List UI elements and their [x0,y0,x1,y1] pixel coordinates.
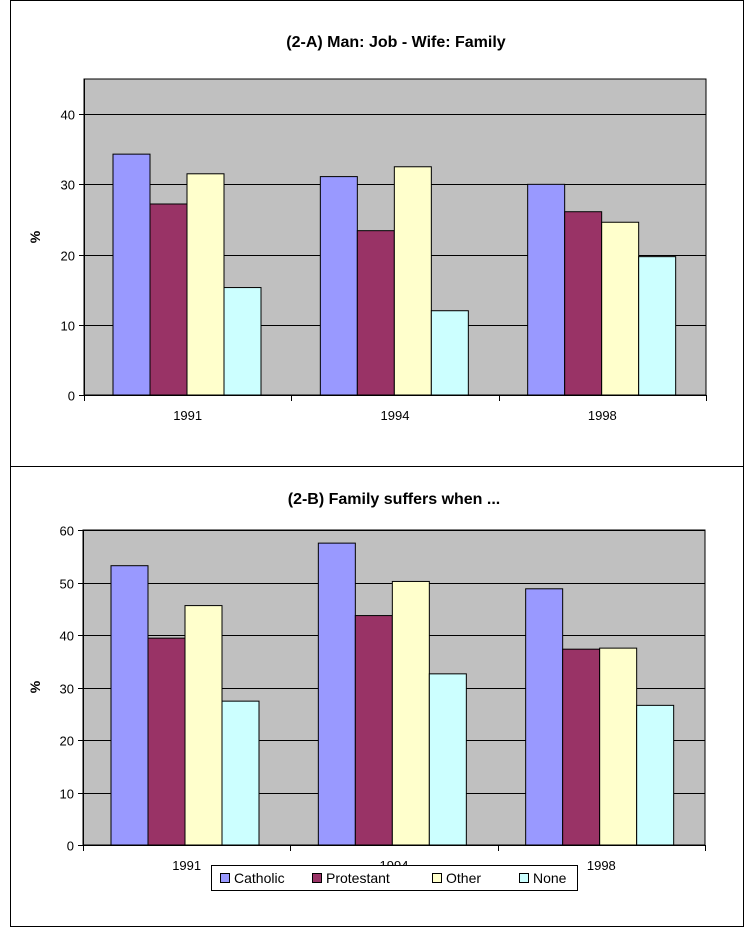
chart-2a-bar-other-1991 [186,173,225,396]
chart-2a-title: (2-A) Man: Job - Wife: Family [286,34,506,51]
chart-2b-y-tick-label: 30 [60,682,74,697]
chart-2a-x-tick-labels: 1991 1994 1998 [173,408,617,423]
chart-2a-y-tick-labels: 0 10 20 30 40 [61,108,75,404]
legend-label-other: Other [446,870,481,886]
chart-2b-y-tick-label: 40 [60,629,74,644]
chart-2b-bar-catholic-1998 [525,588,564,846]
legend-label-catholic: Catholic [234,870,285,886]
chart-2b-bar-other-1998 [599,647,638,846]
chart-2a-bar-other-1998 [601,221,640,396]
chart-2a-y-tick-label: 40 [61,108,75,123]
chart-2a-bar-protestant-1991 [149,203,188,396]
chart-2a-y-tick-label: 0 [68,389,75,404]
chart-2b-y-axis-label: % [27,680,43,693]
chart-2b-y-tick-labels: 0 10 20 30 40 50 60 [60,524,74,854]
chart-2a-bar-catholic-1991 [112,153,151,396]
chart-2b-title: (2-B) Family suffers when ... [288,491,500,508]
chart-2a-y-tick-label: 30 [61,178,75,193]
chart-2a-y-tick-label: 10 [61,319,75,334]
legend-label-protestant: Protestant [326,870,390,886]
chart-2a-y-axis-label: % [27,230,43,243]
chart-2b-bar-none-1998 [636,704,675,846]
legend-swatch-protestant [312,873,322,883]
chart-2b-y-tick-label: 60 [60,524,74,539]
chart-2b-bars [110,542,675,846]
chart-2a-axes [79,79,707,401]
chart-2b-y-tick-label: 10 [60,787,74,802]
chart-2a-bar-protestant-1998 [564,211,603,396]
chart-2a-x-tick-label: 1994 [381,408,410,423]
chart-2b-bar-none-1991 [221,700,260,846]
legend-swatch-none [519,873,529,883]
chart-2b-x-tick-label: 1998 [587,858,616,873]
legend-box [211,865,578,891]
chart-2a-bar-none-1998 [638,256,677,396]
legend-swatch-catholic [220,873,230,883]
chart-2b-axes [78,530,706,851]
chart-2a-bar-catholic-1994 [319,176,358,396]
legend-label-none: None [533,870,567,886]
chart-2b-bar-protestant-1994 [354,615,393,846]
chart-2a: (2-A) Man: Job - Wife: Family 010203040 … [27,34,707,423]
chart-2a-bars [112,153,677,396]
chart-2b-bar-protestant-1998 [562,648,601,846]
legend: Catholic Protestant Other None [211,865,578,891]
chart-2b-bar-other-1991 [184,605,223,846]
chart-2b-y-tick-label: 50 [60,577,74,592]
chart-2a-bar-none-1991 [223,287,262,396]
chart-2b-x-tick-label: 1991 [172,858,201,873]
chart-2a-bar-none-1994 [430,310,469,396]
chart-2b-bar-protestant-1991 [147,637,186,846]
chart-2a-bar-catholic-1998 [527,183,566,396]
chart-2b-y-tick-label: 0 [67,839,74,854]
chart-2a-x-tick-label: 1991 [173,408,202,423]
chart-2b-bar-catholic-1994 [317,542,356,846]
chart-2b-bar-none-1994 [428,673,467,846]
chart-2b-bar-catholic-1991 [110,565,149,846]
chart-2a-bar-other-1994 [393,166,432,396]
chart-2a-x-tick-label: 1998 [588,408,617,423]
legend-swatch-other [432,873,442,883]
chart-2b-bar-other-1994 [391,580,430,846]
chart-2b: (2-B) Family suffers when ... 0 10 20 30 40 5… [27,491,706,873]
chart-2a-y-tick-label: 20 [61,249,75,264]
chart-2b-y-tick-label: 20 [60,734,74,749]
chart-2a-bar-protestant-1994 [356,230,395,396]
